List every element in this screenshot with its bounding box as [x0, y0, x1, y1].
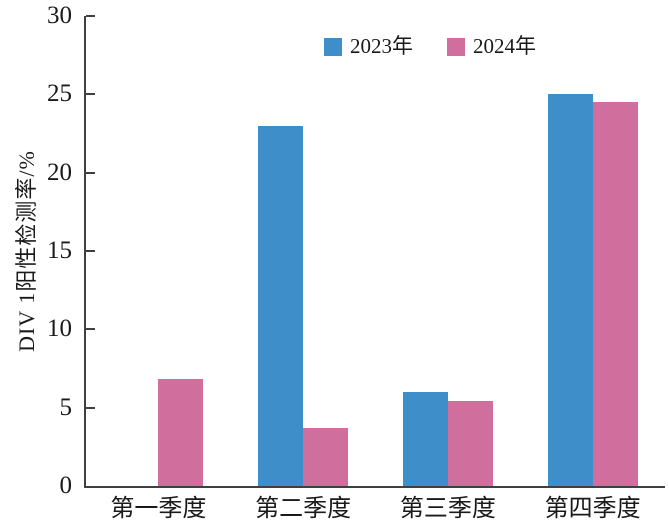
y-tick-label: 20	[47, 158, 72, 186]
y-tick-mark	[86, 250, 95, 252]
legend-item-2024: 2024年	[447, 36, 536, 57]
x-axis-label: 第二季度	[255, 496, 352, 522]
x-axis-label: 第一季度	[110, 496, 207, 522]
y-tick-label: 10	[47, 315, 72, 343]
bar-2024年-第三季度	[447, 401, 493, 486]
plot-area: 30 25 20 15 10 5 0 第一季度 第二季度 第三季度 第四季度	[47, 3, 665, 521]
x-axis-label: 第四季度	[544, 496, 641, 522]
bar-2023年-第四季度	[547, 94, 593, 486]
y-tick-mark	[86, 93, 95, 96]
x-axis-label: 第三季度	[399, 496, 496, 522]
y-tick-label: 0	[59, 472, 73, 499]
y-tick-mark	[86, 406, 95, 409]
legend: 2023年 2024年	[324, 36, 536, 57]
y-tick-label: 5	[59, 393, 73, 421]
bar-2023年-第二季度	[258, 125, 304, 486]
y-tick-mark	[86, 328, 95, 331]
bar-2023年-第三季度	[402, 392, 448, 486]
legend-swatch-2024	[447, 37, 465, 56]
y-tick-label: 30	[47, 2, 72, 29]
y-tick-mark	[86, 171, 95, 174]
legend-label-2024: 2024年	[473, 34, 536, 58]
y-tick-label: 15	[47, 237, 72, 264]
legend-label-2023: 2023年	[350, 34, 413, 58]
bar-2024年-第一季度	[158, 379, 204, 486]
bar-2024年-第四季度	[592, 102, 638, 486]
legend-swatch-2023	[324, 37, 342, 56]
y-tick-mark	[86, 15, 95, 17]
legend-item-2023: 2023年	[324, 36, 413, 57]
bar-2024年-第二季度	[303, 428, 349, 486]
y-tick-label: 25	[47, 80, 72, 108]
